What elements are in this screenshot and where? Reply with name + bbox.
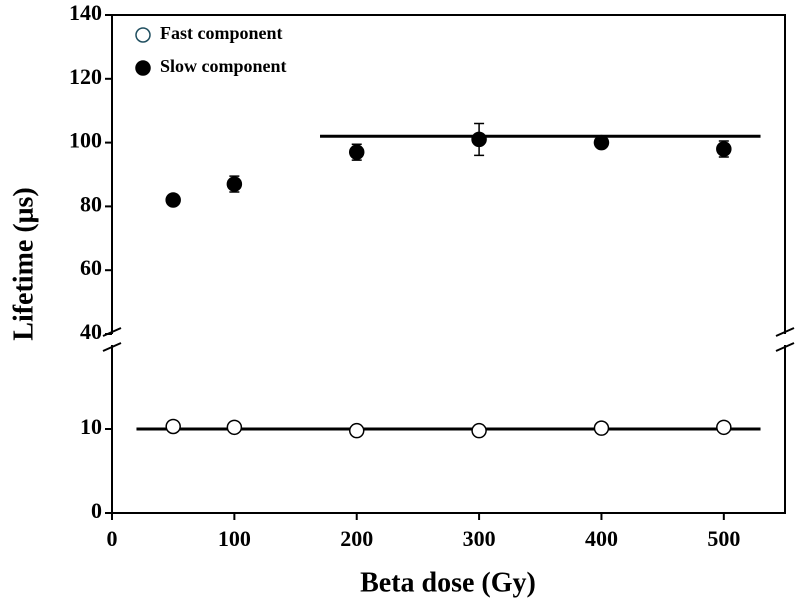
legend-marker (135, 60, 151, 76)
legend-label: Fast component (160, 23, 283, 43)
y-tick-label: 140 (69, 0, 102, 25)
data-point (226, 419, 243, 436)
x-axis-label: Beta dose (Gy) (360, 567, 536, 598)
data-point (348, 422, 365, 439)
y-tick-label: 0 (91, 498, 102, 523)
x-tick-label: 100 (218, 526, 251, 551)
x-tick-label: 500 (707, 526, 740, 551)
x-tick-label: 300 (463, 526, 496, 551)
axis-break (102, 342, 122, 352)
data-point (165, 418, 181, 435)
axis-break (775, 342, 795, 352)
y-axis-label: Lifetime (μs) (8, 187, 39, 340)
legend-marker (135, 27, 151, 43)
y-tick-label: 120 (69, 64, 102, 89)
data-point (348, 144, 365, 160)
data-point (716, 419, 732, 436)
y-tick-label: 10 (80, 414, 102, 439)
data-point (165, 192, 181, 208)
data-point (471, 131, 487, 148)
legend-label: Slow component (160, 56, 287, 76)
x-tick-label: 400 (585, 526, 618, 551)
data-point (593, 134, 610, 151)
data-point (716, 141, 732, 157)
axis-break (775, 327, 795, 337)
data-point (226, 176, 243, 192)
y-tick-label: 80 (80, 191, 102, 216)
x-tick-label: 0 (107, 526, 118, 551)
data-point (471, 422, 487, 439)
data-point (593, 420, 610, 436)
y-tick-label: 100 (69, 128, 102, 153)
x-tick-label: 200 (340, 526, 373, 551)
y-tick-label: 60 (80, 255, 102, 280)
y-tick-label: 40 (80, 319, 102, 344)
axis-frame (111, 14, 786, 514)
